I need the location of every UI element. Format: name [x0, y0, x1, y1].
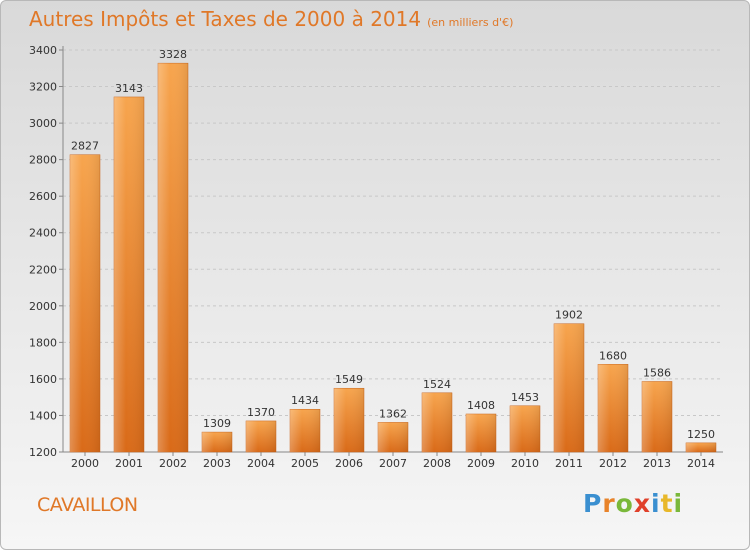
x-tick-label-2011: 2011	[555, 457, 583, 470]
chart-title-text: Autres Impôts et Taxes de 2000 à 2014	[29, 7, 422, 31]
y-tick-label: 2000	[29, 300, 57, 313]
data-label-2012: 1680	[599, 349, 627, 362]
y-tick-label: 1800	[29, 336, 57, 349]
bar-highlight-2014	[686, 442, 716, 452]
data-label-2001: 3143	[115, 82, 143, 95]
data-label-2005: 1434	[291, 394, 319, 407]
data-label-2013: 1586	[643, 366, 671, 379]
x-tick-label-2000: 2000	[71, 457, 99, 470]
x-tick-label-2005: 2005	[291, 457, 319, 470]
bar-highlight-2012	[598, 364, 628, 452]
y-tick-label: 1200	[29, 446, 57, 459]
logo-letter: t	[660, 489, 674, 518]
x-tick-label-2007: 2007	[379, 457, 407, 470]
bar-highlight-2013	[642, 381, 672, 452]
bar-highlight-2006	[334, 388, 364, 452]
logo-letter: P	[583, 489, 603, 518]
logo-letter: r	[602, 489, 616, 518]
x-tick-label-2012: 2012	[599, 457, 627, 470]
logo-letter: x	[633, 489, 651, 518]
data-label-2011: 1902	[555, 309, 583, 322]
y-tick-label: 2800	[29, 154, 57, 167]
bar-highlight-2005	[290, 409, 320, 452]
x-tick-label-2014: 2014	[687, 457, 715, 470]
y-tick-label: 1600	[29, 373, 57, 386]
data-label-2014: 1250	[687, 428, 715, 441]
bar-highlight-2003	[202, 432, 232, 452]
data-label-2004: 1370	[247, 406, 275, 419]
bar-highlight-2001	[114, 96, 144, 452]
data-label-2008: 1524	[423, 378, 451, 391]
data-label-2000: 2827	[71, 140, 99, 153]
bar-highlight-2008	[422, 392, 452, 452]
logo-letter: i	[673, 489, 684, 518]
y-tick-label: 3000	[29, 117, 57, 130]
data-label-2007: 1362	[379, 407, 407, 420]
bar-highlight-2011	[554, 323, 584, 452]
city-name: CAVAILLON	[37, 494, 138, 516]
bar-highlight-2007	[378, 422, 408, 452]
x-tick-label-2002: 2002	[159, 457, 187, 470]
bar-highlight-2010	[510, 405, 540, 452]
x-tick-label-2008: 2008	[423, 457, 451, 470]
y-tick-label: 1400	[29, 409, 57, 422]
chart-title: Autres Impôts et Taxes de 2000 à 2014 (en…	[29, 7, 513, 31]
x-tick-label-2013: 2013	[643, 457, 671, 470]
bar-highlight-2009	[466, 413, 496, 452]
y-tick-label: 3400	[29, 44, 57, 57]
data-label-2006: 1549	[335, 373, 363, 386]
data-label-2002: 3328	[159, 48, 187, 61]
bar-highlight-2004	[246, 420, 276, 452]
logo-letter: i	[651, 489, 661, 518]
y-tick-label: 3200	[29, 81, 57, 94]
x-tick-label-2001: 2001	[115, 457, 143, 470]
x-tick-label-2004: 2004	[247, 457, 275, 470]
bar-highlight-2000	[70, 154, 100, 452]
chart-subtitle: (en milliers d'€)	[427, 16, 514, 29]
x-tick-label-2006: 2006	[335, 457, 363, 470]
data-label-2003: 1309	[203, 417, 231, 430]
x-tick-label-2003: 2003	[203, 457, 231, 470]
x-tick-label-2009: 2009	[467, 457, 495, 470]
data-label-2010: 1453	[511, 391, 539, 404]
proxiti-logo[interactable]: Proxiti	[583, 489, 683, 518]
y-tick-label: 2200	[29, 263, 57, 276]
y-tick-label: 2600	[29, 190, 57, 203]
logo-letter: o	[615, 489, 634, 518]
bar-highlight-2002	[158, 63, 188, 452]
y-tick-label: 2400	[29, 227, 57, 240]
x-tick-label-2010: 2010	[511, 457, 539, 470]
data-label-2009: 1408	[467, 399, 495, 412]
